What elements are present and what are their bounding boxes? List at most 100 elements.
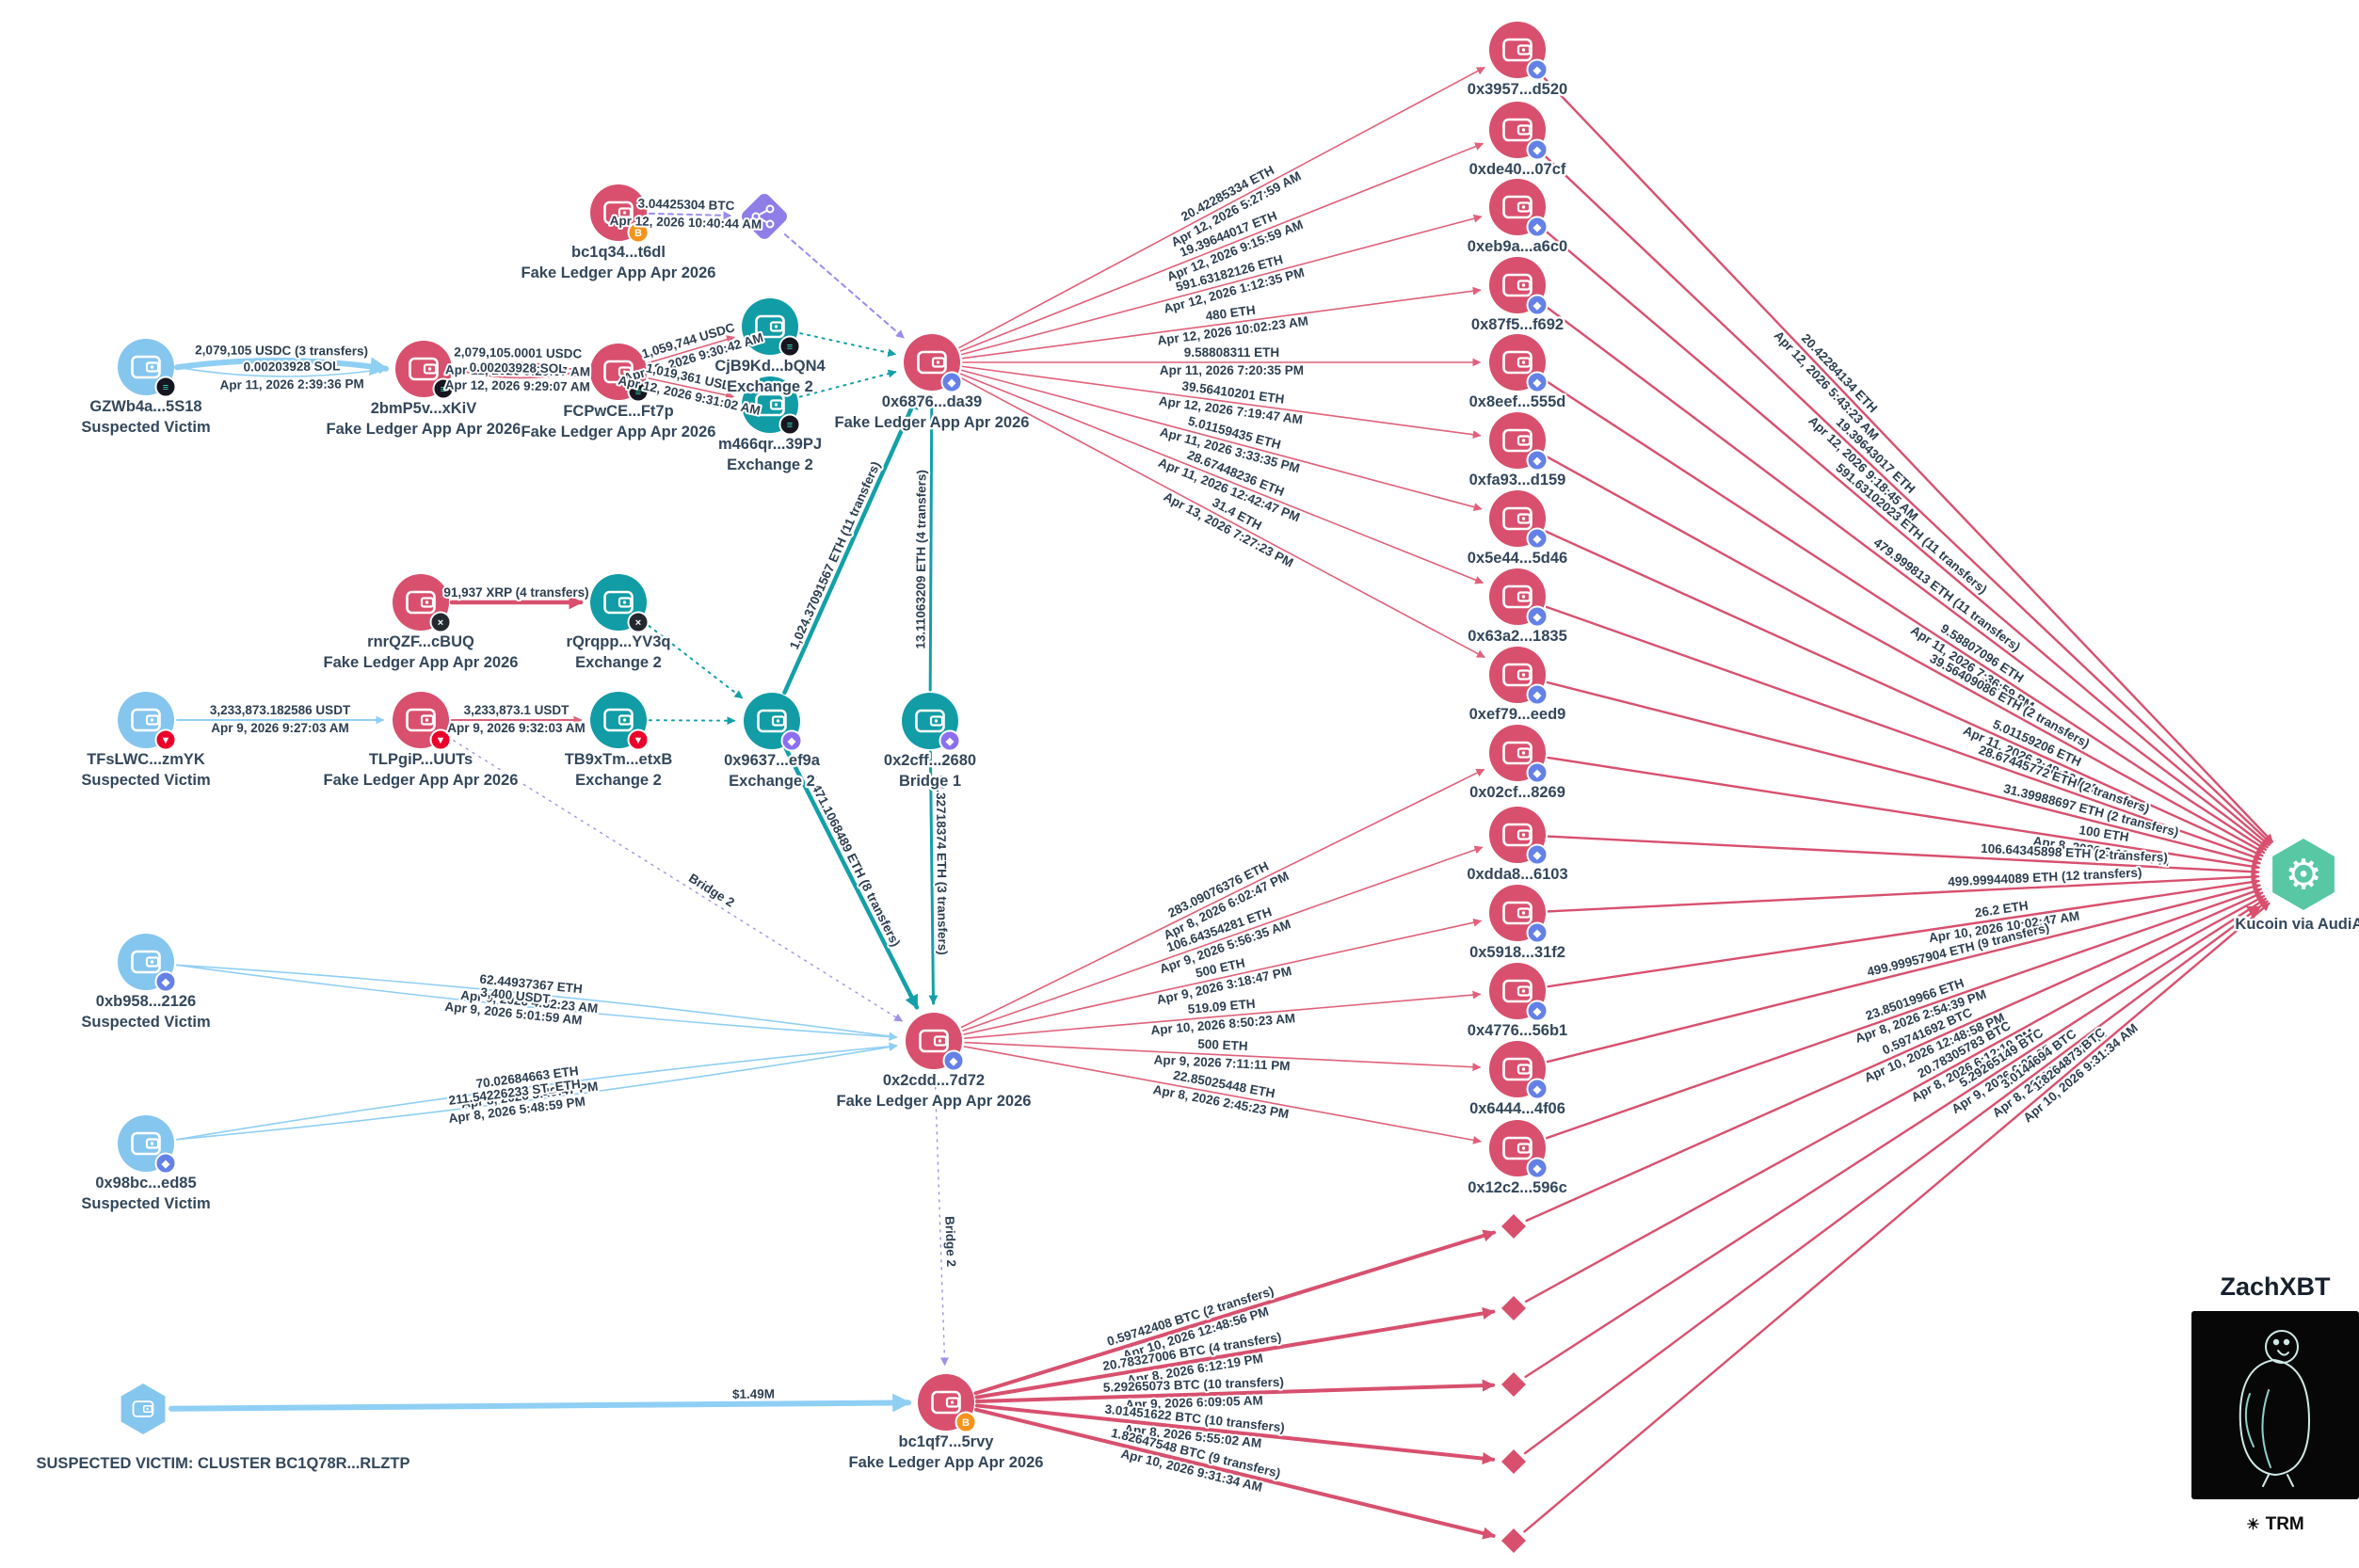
node-0xeb9a-a6c0[interactable]: ◆ [1489,179,1549,238]
edge-x2c-n12[interactable] [964,990,1482,1039]
edge-gz-bm[interactable] [173,357,390,376]
node-rqrqpp-yv3q[interactable]: × [590,574,650,633]
edge-n11-ku[interactable] [1547,872,2260,913]
node-0x3957-d520[interactable]: ◆ [1489,22,1549,81]
edge-x2c-n10[interactable] [962,845,1484,1032]
edge-n2-ku[interactable] [1539,226,2271,847]
edge-qf7-d0[interactable] [973,1229,1496,1396]
edge-x68-n6[interactable] [961,369,1483,512]
node-diamond[interactable] [1501,1296,1526,1320]
edge-bm-fc[interactable] [454,361,583,374]
edge-x68-n3[interactable] [961,286,1482,360]
edge-n13-ku[interactable] [1546,883,2261,1064]
node-suspected-victim-cluster-bc1q78r-rlztp[interactable] [120,1384,166,1434]
edge-x2c-n14[interactable] [963,1046,1482,1144]
edge-d1-ku[interactable] [1524,894,2266,1303]
node-0x63a2-1835[interactable]: ◆ [1489,568,1549,628]
edge-n4-ku[interactable] [1542,377,2267,851]
edge-x68-n7[interactable] [959,373,1484,584]
node-diamond[interactable] [1501,1372,1526,1397]
node-mixer[interactable] [739,191,790,242]
node-0xfa93-d159[interactable]: ◆ [1489,412,1549,472]
edge-n12-ku[interactable] [1547,877,2260,988]
edge-x2c-n9[interactable] [960,768,1485,1029]
edge-n10-ku[interactable] [1547,835,2260,876]
edge-n0-ku[interactable] [1537,71,2274,843]
edge-m4-x68[interactable] [798,369,897,398]
edge-b58-x2c[interactable] [176,964,898,1041]
edge-n3-ku[interactable] [1541,302,2269,849]
edge-mx-x68[interactable] [783,233,905,339]
node-0x9637-ef9a[interactable]: ◆ [744,693,803,752]
node-0xb958-2126[interactable]: ◆ [118,934,177,993]
edge-n8-ku[interactable] [1546,680,2261,866]
edge-qf7-d3[interactable] [974,1403,1496,1465]
edge-x96-x68[interactable] [782,394,919,696]
edge-b58-x2c[interactable] [176,964,898,1042]
node-0xdda8-6103[interactable]: ◆ [1489,807,1549,866]
edge-x68-n0[interactable] [958,67,1485,349]
node-0x02cf-8269[interactable]: ◆ [1489,725,1549,784]
edge-x2c-n13[interactable] [964,1041,1482,1072]
node-0x6444-4f06[interactable]: ◆ [1489,1041,1549,1100]
edge-n6-ku[interactable] [1544,530,2264,857]
edge-n5-ku[interactable] [1543,454,2266,854]
node-bc1q34-t6dl[interactable]: B [590,184,650,244]
node-rnrqzf-cbuq[interactable]: × [393,574,452,633]
node-0x8eef-555d[interactable]: ◆ [1489,334,1549,393]
edge-tb9-x96[interactable] [648,716,736,726]
node-bc1qf7-5rvy[interactable]: B [918,1374,977,1433]
node-0x2cff-2680[interactable]: ◆ [902,693,961,752]
edge-n7-ku[interactable] [1545,605,2263,861]
edge-x68-n1[interactable] [959,142,1484,352]
edge-fc-m4[interactable] [648,377,735,400]
node-0x5e44-5d46[interactable]: ◆ [1489,490,1549,550]
edge-x96-x2c[interactable] [783,746,920,1010]
edge-rqr-x96[interactable] [642,620,744,699]
node-0x4776-56b1[interactable]: ◆ [1489,963,1549,1022]
edge-d3-ku[interactable] [1523,900,2269,1455]
edge-x2f-x68[interactable] [926,398,937,692]
node-cjb9kd-bqn4[interactable]: ≡ [742,298,801,358]
node-gzwb4a-5s18[interactable]: ≡ [118,339,177,398]
node-0x5918-31f2[interactable]: ◆ [1489,885,1549,944]
edge-qf7-d1[interactable] [974,1306,1496,1400]
node-0x2cdd-7d72[interactable]: ◆ [906,1013,965,1072]
node-0x98bc-ed85[interactable]: ◆ [118,1115,177,1175]
edge-d2-ku[interactable] [1524,897,2267,1379]
edge-n1-ku[interactable] [1538,150,2272,845]
node-0xde40-07cf[interactable]: ◆ [1489,102,1549,161]
node-tb9xtm-etxb[interactable]: ▼ [590,692,650,751]
edge-b98-x2c[interactable] [175,1042,898,1141]
edge-n14-ku[interactable] [1545,888,2262,1140]
edge-x68-n2[interactable] [961,214,1483,356]
edge-d0-ku[interactable] [1525,891,2264,1223]
node-tfslwc-zmyk[interactable]: ▼ [118,692,177,751]
edge-x68-n8[interactable] [958,376,1485,658]
node-0x6876-da39[interactable]: ◆ [904,334,963,393]
edge-qf7-d4[interactable] [974,1407,1496,1540]
edge-cj-x68[interactable] [799,332,897,358]
edge-x2f-x2c[interactable] [928,750,939,1005]
edge-n9-ku[interactable] [1547,756,2260,871]
node-2bmp5v-xkiv[interactable]: ≡ [395,341,455,400]
edge-x2c-n11[interactable] [963,918,1483,1035]
edge-d4-ku[interactable] [1523,902,2271,1533]
edge-x68-n5[interactable] [961,365,1482,440]
edge-q34-mx[interactable] [648,211,732,220]
edge-b98-x2c[interactable] [175,1042,898,1141]
node-fcpwce-ft7p[interactable]: ≡ [590,344,650,403]
edge-gz-bm[interactable] [176,365,388,377]
node-kucoin-via-audia6[interactable]: ⚙ [2272,839,2335,910]
node-diamond[interactable] [1501,1214,1526,1239]
edge-bm-fc[interactable] [454,368,583,379]
edge-hv-qf7[interactable] [168,1393,912,1413]
edge-qf7-d2[interactable] [974,1379,1496,1403]
node-0x87f5-f692[interactable]: ◆ [1489,257,1549,316]
node-tlpgip-uuts[interactable]: ▼ [393,692,452,751]
node-0x12c2-596c[interactable]: ◆ [1489,1120,1549,1179]
node-diamond[interactable] [1501,1449,1526,1474]
edge-fc-cj[interactable] [647,335,735,364]
